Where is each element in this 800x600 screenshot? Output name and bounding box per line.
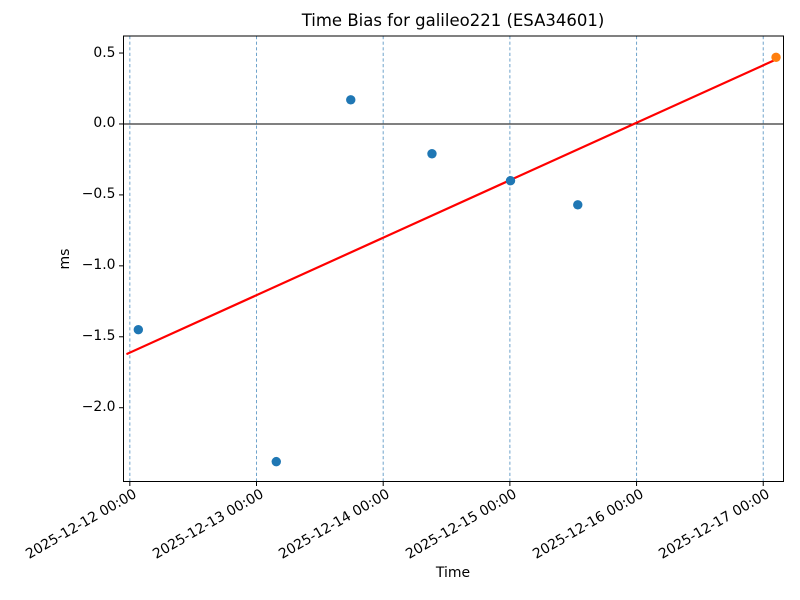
y-tick-label: 0.0 xyxy=(93,115,116,132)
y-tick-label: −1.5 xyxy=(81,328,116,345)
time-bias-samples-point xyxy=(271,456,281,467)
time-bias-samples-point xyxy=(427,149,437,159)
x-axis-label: Time xyxy=(435,565,471,581)
y-tick-label: 0.5 xyxy=(93,44,116,61)
time-bias-samples-point xyxy=(573,200,583,210)
time-bias-samples-point xyxy=(133,324,144,335)
trend-line xyxy=(126,59,776,355)
chart-title: Time Bias for galileo221 (ESA34601) xyxy=(301,11,605,30)
y-tick-label: −1.0 xyxy=(81,257,116,274)
y-tick-label: −2.0 xyxy=(81,399,116,416)
axes-border xyxy=(123,35,784,482)
y-tick-label: −0.5 xyxy=(81,186,116,203)
time-bias-samples-point xyxy=(505,176,516,186)
predicted-bias-point xyxy=(771,52,781,62)
time-bias-samples-point xyxy=(346,95,356,105)
